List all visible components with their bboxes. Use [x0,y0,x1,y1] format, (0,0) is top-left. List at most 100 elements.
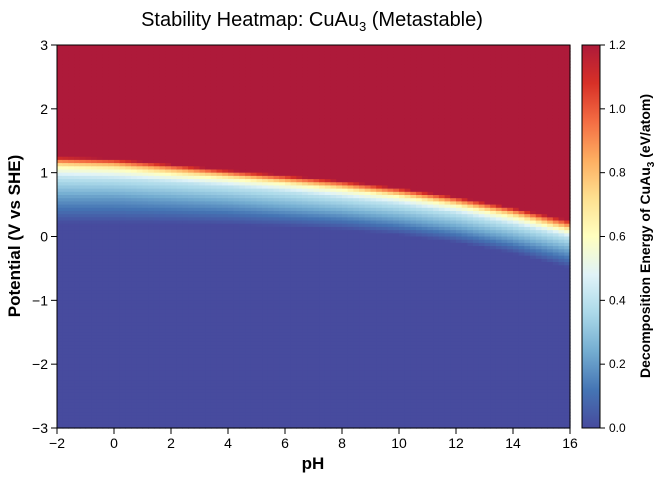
heatmap-cell [96,348,104,352]
heatmap-cell [102,373,109,378]
heatmap-cell [273,412,280,416]
heatmap-cell [290,166,297,171]
heatmap-cell [91,76,98,81]
heatmap-cell [239,188,246,193]
heatmap-cell [136,169,144,174]
heatmap-cell [119,287,126,292]
heatmap-cell [176,383,183,388]
heatmap-cell [85,233,92,238]
heatmap-cell [125,338,132,343]
heatmap-cell [245,207,252,212]
heatmap-cell [273,274,280,279]
heatmap-cell [199,121,206,126]
heatmap-cell [250,230,258,234]
heatmap-cell [131,124,138,129]
heatmap-cell [188,408,195,413]
heatmap-cell [102,332,109,337]
heatmap-cell [131,51,138,56]
heatmap-cell [222,325,229,330]
heatmap-cell [114,297,121,301]
heatmap-cell [114,284,121,289]
heatmap-cell [222,207,229,212]
heatmap-cell [176,201,183,206]
heatmap-cell [119,383,126,388]
heatmap-cell [85,45,92,49]
heatmap-cell [68,127,75,132]
heatmap-cell [62,293,69,298]
heatmap-cell [290,54,297,59]
heatmap-cell [285,255,292,260]
heatmap-cell [290,281,297,285]
heatmap-cell [273,396,280,400]
heatmap-cell [102,412,109,416]
heatmap-cell [256,70,263,75]
heatmap-cell [239,376,246,381]
heatmap-cell [193,143,201,148]
heatmap-cell [285,380,292,384]
heatmap-cell [57,354,64,359]
heatmap-cell [188,335,195,340]
heatmap-cell [182,242,189,247]
heatmap-cell [199,124,206,129]
heatmap-cell [199,255,206,260]
heatmap-cell [262,89,269,94]
heatmap-cell [256,396,263,400]
heatmap-cell [68,249,75,254]
heatmap-cell [57,236,64,241]
heatmap-cell [210,191,218,196]
heatmap-cell [228,383,235,388]
heatmap-cell [165,383,172,388]
heatmap-cell [182,402,189,407]
heatmap-cell [165,112,172,116]
heatmap-cell [153,396,161,400]
heatmap-cell [159,226,166,231]
heatmap-cell [273,341,280,346]
heatmap-cell [119,313,126,317]
heatmap-cell [148,67,155,72]
heatmap-cell [91,198,98,202]
heatmap-cell [210,159,218,164]
heatmap-cell [262,265,269,270]
heatmap-cell [188,236,195,241]
heatmap-cell [159,76,166,81]
heatmap-cell [62,105,69,110]
heatmap-cell [85,169,92,174]
heatmap-cell [188,105,195,110]
heatmap-cell [285,242,292,247]
heatmap-cell [233,335,240,340]
heatmap-cell [79,60,87,65]
heatmap-cell [285,147,292,151]
heatmap-cell [245,99,252,104]
heatmap-cell [74,322,81,327]
heatmap-cell [290,179,297,183]
heatmap-cell [216,195,223,199]
heatmap-cell [222,335,229,340]
heatmap-cell [216,80,223,84]
heatmap-cell [153,274,161,279]
heatmap-cell [79,108,87,113]
heatmap-cell [228,207,235,212]
heatmap-cell [136,290,144,295]
heatmap-cell [256,73,263,78]
heatmap-cell [256,348,263,352]
heatmap-cell [96,373,104,378]
heatmap-cell [205,179,212,183]
heatmap-cell [119,188,126,193]
heatmap-cell [159,303,166,308]
heatmap-cell [114,271,121,276]
heatmap-cell [148,287,155,292]
heatmap-cell [222,143,229,148]
heatmap-cell [267,96,275,100]
heatmap-cell [273,316,280,321]
heatmap-cell [222,140,229,145]
heatmap-cell [153,179,161,183]
heatmap-cell [222,236,229,241]
heatmap-cell [85,373,92,378]
heatmap-cell [119,274,126,279]
heatmap-cell [159,271,166,276]
heatmap-cell [250,48,258,52]
heatmap-cell [85,153,92,158]
heatmap-cell [285,172,292,177]
heatmap-cell [79,284,87,289]
heatmap-cell [142,370,149,375]
